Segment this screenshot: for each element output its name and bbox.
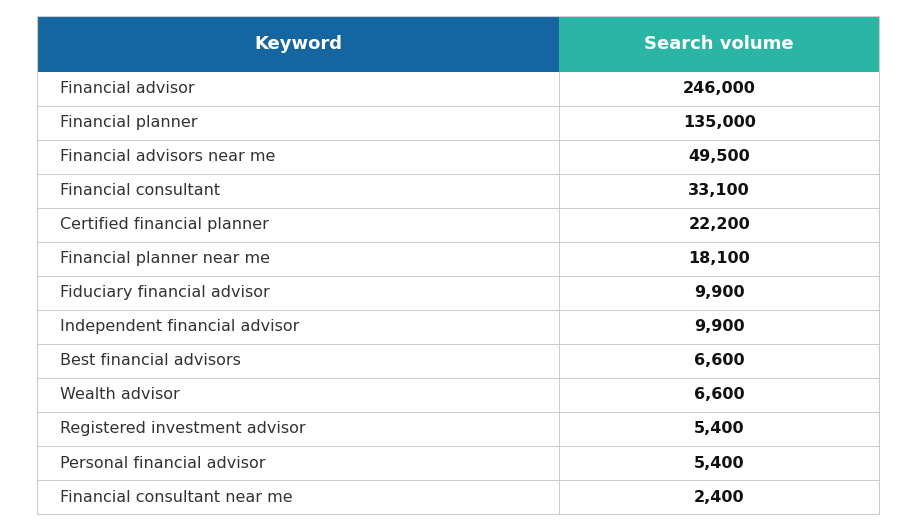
Bar <box>559 16 879 72</box>
Bar <box>37 16 559 72</box>
Text: 9,900: 9,900 <box>694 285 745 301</box>
Text: 22,200: 22,200 <box>688 217 750 232</box>
Text: 135,000: 135,000 <box>682 115 756 130</box>
Text: 2,400: 2,400 <box>694 490 745 505</box>
Text: Financial advisor: Financial advisor <box>60 81 194 96</box>
Text: Registered investment advisor: Registered investment advisor <box>60 421 305 437</box>
Text: Best financial advisors: Best financial advisors <box>60 354 240 368</box>
Text: 6,600: 6,600 <box>694 387 745 402</box>
Text: Financial consultant: Financial consultant <box>60 183 220 198</box>
Text: 49,500: 49,500 <box>688 149 750 164</box>
Text: Fiduciary financial advisor: Fiduciary financial advisor <box>60 285 269 301</box>
Text: 5,400: 5,400 <box>694 456 745 471</box>
Text: Financial planner: Financial planner <box>60 115 197 130</box>
Text: 6,600: 6,600 <box>694 354 745 368</box>
Text: 18,100: 18,100 <box>688 251 750 266</box>
Text: Keyword: Keyword <box>254 35 342 52</box>
Text: Financial planner near me: Financial planner near me <box>60 251 269 266</box>
Text: 5,400: 5,400 <box>694 421 745 437</box>
Text: Search volume: Search volume <box>645 35 794 52</box>
Text: Personal financial advisor: Personal financial advisor <box>60 456 265 471</box>
Text: Independent financial advisor: Independent financial advisor <box>60 320 299 334</box>
Text: Financial advisors near me: Financial advisors near me <box>60 149 275 164</box>
Text: Financial consultant near me: Financial consultant near me <box>60 490 292 505</box>
Text: Wealth advisor: Wealth advisor <box>60 387 180 402</box>
Text: 246,000: 246,000 <box>682 81 756 96</box>
Text: Certified financial planner: Certified financial planner <box>60 217 268 232</box>
Text: 33,100: 33,100 <box>688 183 750 198</box>
Text: 9,900: 9,900 <box>694 320 745 334</box>
